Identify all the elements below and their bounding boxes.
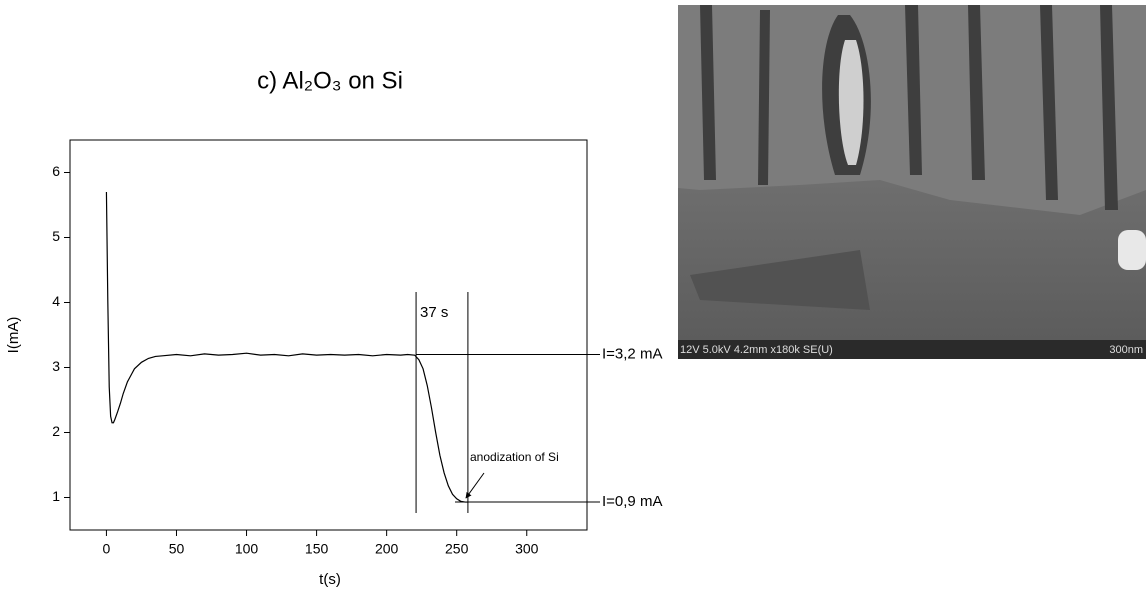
plot-frame [69,139,588,531]
x-tick-label: 300 [515,541,539,557]
chart-title: c) Al₂O₃ on Si [257,67,403,94]
y-tick-label: 2 [52,423,60,439]
note-arrow [465,472,485,499]
x-axis-label: t(s) [319,571,341,588]
data-line [105,191,468,503]
x-tick-label: 0 [103,541,111,557]
sem-image: 12V 5.0kV 4.2mm x180k SE(U) 300nm [678,5,1146,359]
y-tick-label: 1 [52,488,60,504]
y-tick-label: 3 [52,358,60,374]
y-tick-label: 4 [52,293,60,309]
scale-label: 300nm [1109,344,1143,356]
x-tick-label: 200 [375,541,399,557]
current-high-label: I=3,2 mA [602,345,662,362]
image-info: 12V 5.0kV 4.2mm x180k SE(U) [680,344,833,356]
interval-label: 37 s [420,304,448,321]
x-tick-label: 50 [169,541,185,557]
x-tick-label: 150 [305,541,329,557]
x-tick-label: 100 [235,541,259,557]
y-tick-label: 6 [52,163,60,179]
y-axis-label: I(mA) [5,317,22,354]
x-tick-label: 250 [445,541,469,557]
y-tick-label: 5 [52,228,60,244]
note-label: anodization of Si [470,450,559,464]
current-low-label: I=0,9 mA [602,493,662,510]
